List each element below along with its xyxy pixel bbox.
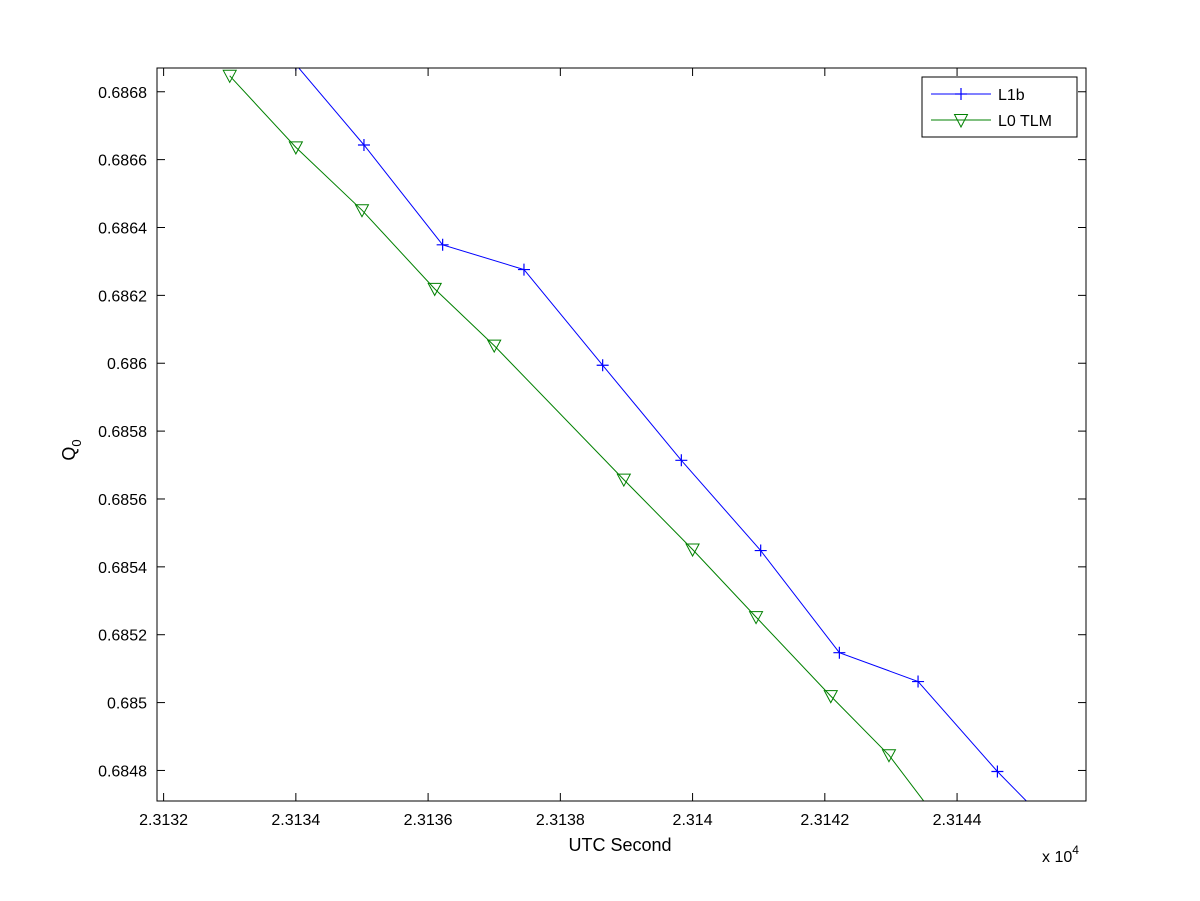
- data-point-l0-tlm: [486, 339, 502, 354]
- data-point-l0-tlm: [354, 204, 370, 218]
- legend-marker-l0-tlm: [953, 114, 969, 129]
- x-axis-exponent: x 104: [1042, 843, 1079, 866]
- y-axis-label: Q0: [59, 439, 84, 460]
- y-tick-label: 0.6868: [98, 85, 147, 102]
- series-l0-tlm: [222, 69, 964, 852]
- legend-box: [921, 76, 1078, 138]
- data-point-l0-tlm: [951, 840, 964, 852]
- x-tick-label: 2.3138: [536, 812, 585, 829]
- y-tick-label: 0.6866: [98, 153, 147, 170]
- x-tick-label: 2.314: [673, 812, 713, 829]
- x-tick-label: 2.3136: [404, 812, 453, 829]
- y-tick-label: 0.685: [107, 696, 147, 713]
- data-point-l1b: [596, 359, 609, 372]
- data-point-l1b: [675, 454, 688, 467]
- y-tick-label: 0.6848: [98, 763, 147, 780]
- x-tick-label: 2.3134: [271, 812, 320, 829]
- legend: L1b L0 TLM: [921, 76, 1078, 138]
- data-point-l0-tlm: [288, 141, 304, 155]
- data-point-l1b: [754, 544, 767, 557]
- x-tick-label: 2.3144: [933, 812, 982, 829]
- y-tick-label: 0.6856: [98, 492, 147, 509]
- y-tick-label: 0.6858: [98, 424, 147, 441]
- legend-label-l0-tlm: L0 TLM: [998, 113, 1052, 130]
- x-axis-exponent-power: 4: [1072, 843, 1079, 857]
- x-tick-label: 2.3142: [800, 812, 849, 829]
- y-axis-label-subscript: 0: [69, 439, 84, 446]
- series-line-l0-tlm: [229, 75, 925, 801]
- data-point-l1b: [357, 139, 370, 152]
- series-l1b: [295, 68, 1042, 817]
- x-tick-label: 2.3132: [139, 812, 188, 829]
- x-axis-exponent-base: x 10: [1042, 849, 1072, 866]
- y-tick-label: 0.6864: [98, 220, 147, 237]
- data-point-l1b: [517, 263, 530, 276]
- y-tick-label: 0.6852: [98, 628, 147, 645]
- y-tick-label: 0.686: [107, 356, 147, 373]
- legend-marker-l1b: [955, 88, 967, 100]
- data-point-l1b: [1030, 805, 1042, 817]
- axes-background: [157, 68, 1086, 801]
- data-point-l0-tlm: [222, 69, 238, 84]
- y-tick-label: 0.6854: [98, 560, 147, 577]
- data-point-l0-tlm: [685, 543, 700, 558]
- y-axis-label-main: Q: [59, 447, 79, 461]
- data-point-l0-tlm: [881, 749, 897, 763]
- axis-ticks: 2.3132 2.3134 2.3136 2.3138 2.314 2.3142 2.314…: [98, 68, 1086, 829]
- y-tick-label: 0.6862: [98, 288, 147, 305]
- data-point-l1b: [833, 646, 846, 659]
- data-point-l1b: [991, 765, 1004, 778]
- data-point-l0-tlm: [823, 690, 839, 704]
- data-point-l1b: [436, 238, 449, 251]
- svg-text:Q0: Q0: [59, 439, 84, 460]
- axes-frame: [156, 67, 1087, 802]
- data-point-l1b: [912, 675, 925, 688]
- legend-label-l1b: L1b: [998, 87, 1025, 104]
- data-point-l0-tlm: [748, 611, 764, 625]
- data-point-l0-tlm: [427, 282, 443, 297]
- data-point-l0-tlm: [616, 473, 632, 488]
- x-axis-label: UTC Second: [568, 835, 671, 855]
- chart-marks: [222, 68, 1042, 852]
